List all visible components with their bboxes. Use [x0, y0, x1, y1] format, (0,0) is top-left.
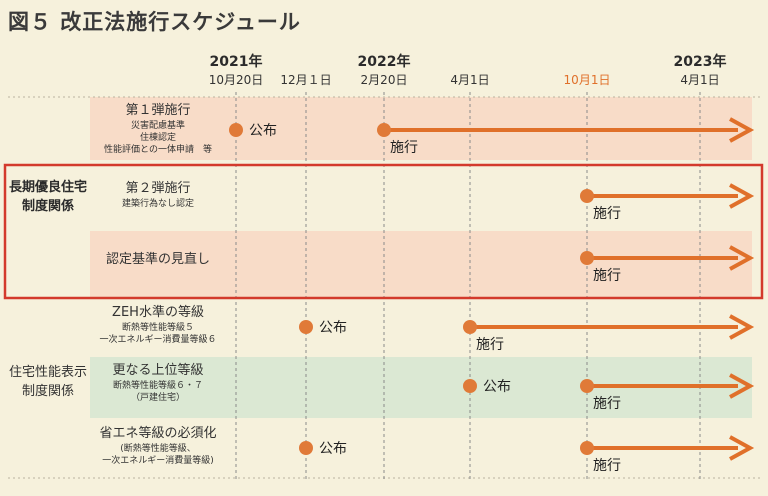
row-label-r4: ZEH水準の等級 [112, 304, 204, 320]
event-dot [463, 320, 477, 334]
event-label: 公布 [319, 441, 347, 457]
event-label: 施行 [593, 268, 621, 284]
row-label-r2: 第２弾施行 [125, 181, 190, 196]
row-subline: 災害配慮基準 [131, 119, 185, 131]
row-label-r1: 第１弾施行 [125, 103, 190, 118]
row-subline: (断熱等性能等級、 [120, 442, 196, 454]
event-label: 施行 [390, 140, 418, 156]
row-subline: 断熱等性能等級６・７ [113, 379, 203, 391]
timeline-date: 2月20日 [361, 73, 408, 87]
category-label: 制度関係 [22, 198, 74, 214]
event-dot [580, 441, 594, 455]
event-label: 公布 [319, 320, 347, 336]
event-dot [229, 123, 243, 137]
event-dot [580, 379, 594, 393]
timeline-year: 2023年 [674, 53, 727, 70]
highlight-frame [3, 163, 764, 300]
timeline-date: 10月1日 [564, 73, 611, 87]
figure-title: 図５ 改正法施行スケジュール [8, 10, 301, 34]
timeline-date: 4月1日 [450, 73, 489, 87]
event-label: 施行 [593, 396, 621, 412]
row-band-r3 [90, 231, 752, 297]
arrow-head [729, 314, 755, 340]
timeline-date: 4月1日 [680, 73, 719, 87]
row-label-r6: 省エネ等級の必須化 [99, 425, 216, 441]
row-label-r5: 更なる上位等級 [112, 362, 203, 378]
category-label: 制度関係 [22, 383, 74, 399]
event-label: 公布 [483, 379, 511, 395]
arrow-head [729, 117, 755, 143]
event-dot [299, 441, 313, 455]
row-subline: 性能評価との一体申請 等 [104, 143, 212, 155]
row-subline: 建築行為なし認定 [122, 197, 194, 209]
timeline-date: 10月20日 [209, 73, 264, 87]
arrow-head [729, 183, 755, 209]
timeline-date: 12月１日 [280, 73, 331, 87]
arrow-head [729, 373, 755, 399]
row-subline: 断熱等性能等級５ [122, 321, 194, 333]
event-dot [299, 320, 313, 334]
category-label: 住宅性能表示 [9, 365, 87, 380]
event-label: 施行 [476, 337, 504, 353]
arrow-head [729, 435, 755, 461]
event-dot [463, 379, 477, 393]
row-subline: （戸建住宅） [131, 391, 185, 403]
event-label: 公布 [249, 123, 277, 139]
event-label: 施行 [593, 458, 621, 474]
event-label: 施行 [593, 206, 621, 222]
row-subline: 一次エネルギー消費量等級６ [99, 333, 216, 345]
timeline-year: 2021年 [210, 53, 263, 70]
row-subline: 住棟認定 [140, 131, 176, 143]
event-dot [580, 189, 594, 203]
row-label-r3: 認定基準の見直し [106, 251, 210, 267]
row-subline: 一次エネルギー消費量等級) [102, 454, 214, 466]
category-label: 長期優良住宅 [9, 179, 87, 195]
event-dot [580, 251, 594, 265]
arrow-head [729, 245, 755, 271]
timeline-year: 2022年 [358, 53, 411, 70]
event-dot [377, 123, 391, 137]
